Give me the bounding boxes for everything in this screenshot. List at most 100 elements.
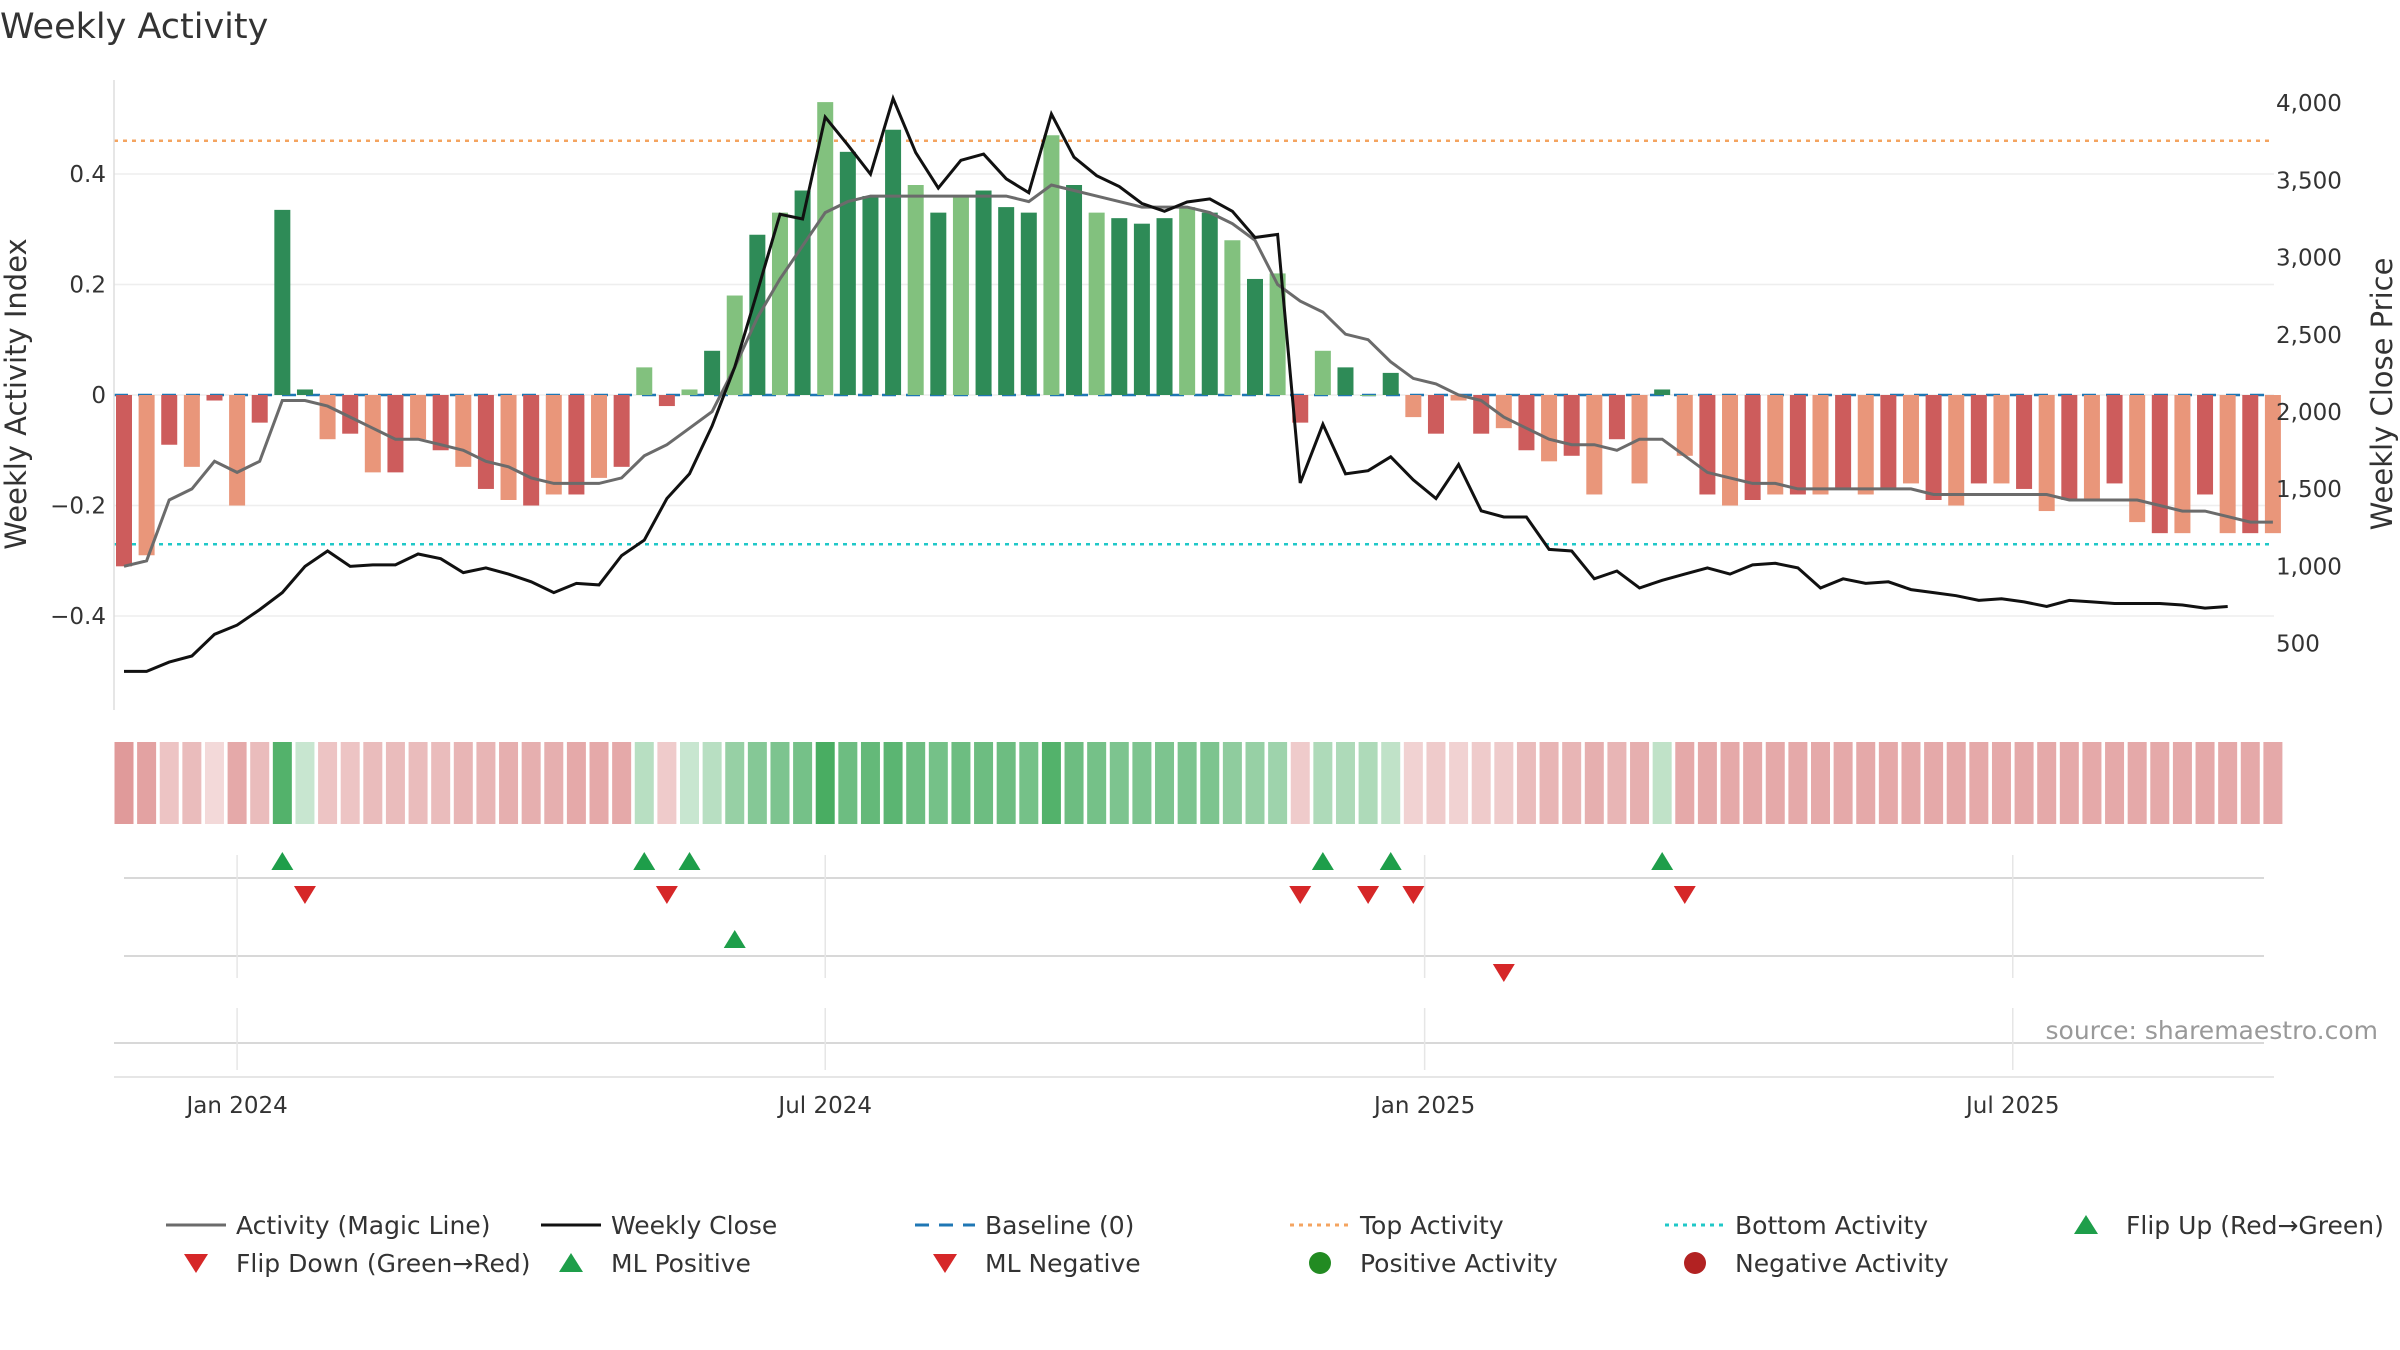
ribbon-cell bbox=[1494, 742, 1514, 824]
ribbon-cell bbox=[1901, 742, 1921, 824]
ribbon-cell bbox=[2105, 742, 2125, 824]
ribbon-cell bbox=[1811, 742, 1830, 824]
activity-bar bbox=[161, 395, 178, 445]
ribbon-cell bbox=[1878, 742, 1898, 824]
ribbon-cell bbox=[1584, 742, 1604, 824]
ribbon-cell bbox=[2172, 742, 2192, 824]
ribbon-cell bbox=[1449, 742, 1469, 824]
activity-bar bbox=[1247, 278, 1263, 395]
circle-icon bbox=[1684, 1252, 1706, 1274]
ribbon-cell bbox=[589, 742, 609, 824]
weekly-close-series bbox=[124, 94, 2228, 673]
activity-bar bbox=[1812, 395, 1829, 495]
flip-up-marker bbox=[678, 852, 701, 870]
ribbon-cell bbox=[657, 742, 677, 824]
activity-bar bbox=[885, 129, 902, 395]
activity-bar bbox=[410, 395, 427, 440]
flip-up-marker bbox=[271, 852, 294, 870]
magic-line-series bbox=[123, 183, 2273, 568]
activity-bar bbox=[952, 196, 969, 395]
activity-bar bbox=[206, 395, 223, 401]
activity-bar bbox=[1722, 395, 1739, 506]
ribbon-cell bbox=[2195, 742, 2215, 824]
ribbon-cell bbox=[295, 742, 315, 824]
ribbon-cell bbox=[1697, 742, 1717, 824]
flip-down-marker bbox=[1673, 886, 1696, 904]
activity-bar bbox=[839, 151, 856, 395]
activity-bar bbox=[251, 395, 268, 423]
activity-bar bbox=[2038, 395, 2055, 512]
activity-bar bbox=[1043, 135, 1060, 395]
ribbon-cell bbox=[770, 742, 790, 824]
activity-bar bbox=[1066, 185, 1083, 395]
triangle-up-icon bbox=[2074, 1215, 2098, 1234]
activity-bar bbox=[138, 395, 155, 556]
activity-bar bbox=[681, 389, 698, 395]
flip-up-marker bbox=[633, 852, 656, 870]
ribbon-cell bbox=[1652, 742, 1672, 824]
ribbon-cell bbox=[883, 742, 903, 824]
circle-icon bbox=[1309, 1252, 1331, 1274]
ribbon-cell bbox=[1268, 742, 1288, 824]
activity-bar bbox=[1314, 350, 1331, 395]
activity-bar bbox=[2242, 395, 2259, 534]
ribbon-cell bbox=[1516, 742, 1536, 824]
ribbon-cell bbox=[1539, 742, 1559, 824]
triangle-up-icon bbox=[559, 1253, 583, 1272]
ribbon-cell bbox=[1064, 742, 1084, 824]
activity-bar bbox=[1427, 395, 1444, 434]
activity-bar bbox=[2106, 395, 2123, 484]
ribbon-cell bbox=[1245, 742, 1265, 824]
ribbon-cell bbox=[499, 742, 519, 824]
ribbon-cell bbox=[1562, 742, 1582, 824]
y-left-tick-label: −0.4 bbox=[50, 604, 106, 630]
ribbon-cell bbox=[1019, 742, 1039, 824]
activity-bar bbox=[2016, 395, 2033, 489]
ribbon-cell bbox=[363, 742, 383, 824]
activity-bar bbox=[432, 395, 449, 451]
activity-bar bbox=[1699, 395, 1716, 495]
x-axis: Jan 2024 Jul 2024 Jan 2025 Jul 2025 bbox=[114, 1076, 2274, 1119]
ribbon-cell bbox=[2127, 742, 2147, 824]
activity-bar bbox=[2219, 395, 2236, 534]
activity-bar bbox=[1088, 212, 1105, 395]
activity-bar bbox=[1993, 395, 2010, 484]
activity-bar bbox=[2061, 395, 2078, 500]
ribbon-cell bbox=[318, 742, 338, 824]
ribbon-cell bbox=[928, 742, 948, 824]
activity-bar bbox=[1337, 367, 1354, 395]
y-right-tick-label: 1,500 bbox=[2276, 477, 2342, 503]
flip-down-marker bbox=[655, 886, 678, 904]
activity-bar bbox=[1020, 212, 1037, 395]
activity-bar bbox=[1518, 395, 1535, 451]
legend-label: Flip Down (Green→Red) bbox=[236, 1249, 531, 1278]
activity-bar bbox=[455, 395, 472, 467]
activity-bar bbox=[296, 389, 313, 395]
triangle-down-icon bbox=[184, 1254, 208, 1273]
y-left-tick-label: 0.2 bbox=[69, 272, 106, 298]
ribbon-cell bbox=[1991, 742, 2011, 824]
y-axis-right-label: Weekly Close Price bbox=[2365, 258, 2399, 531]
ribbon-cell bbox=[2240, 742, 2260, 824]
activity-bar bbox=[2197, 395, 2214, 495]
legend: Activity (Magic Line) Weekly Close Baselin… bbox=[166, 1211, 2384, 1278]
activity-bar bbox=[1744, 395, 1761, 500]
activity-bar bbox=[568, 395, 585, 495]
ribbon-cell bbox=[1833, 742, 1853, 824]
activity-bar bbox=[930, 212, 947, 395]
y-right-tick-label: 2,500 bbox=[2276, 323, 2342, 349]
activity-bar bbox=[1880, 395, 1897, 489]
activity-bar bbox=[2174, 395, 2191, 534]
flip-up-marker bbox=[1311, 852, 1334, 870]
activity-bar bbox=[1902, 395, 1919, 484]
ribbon-cell bbox=[1765, 742, 1785, 824]
chart-title: Weekly Activity bbox=[0, 7, 268, 47]
legend-label: ML Negative bbox=[985, 1249, 1141, 1278]
activity-bar bbox=[1925, 395, 1942, 500]
activity-bar bbox=[1835, 395, 1852, 489]
activity-bar bbox=[2264, 395, 2281, 534]
activity-bar bbox=[116, 395, 132, 567]
y-left-tick-label: 0.4 bbox=[69, 162, 106, 188]
ml-negative-marker bbox=[1492, 964, 1515, 982]
